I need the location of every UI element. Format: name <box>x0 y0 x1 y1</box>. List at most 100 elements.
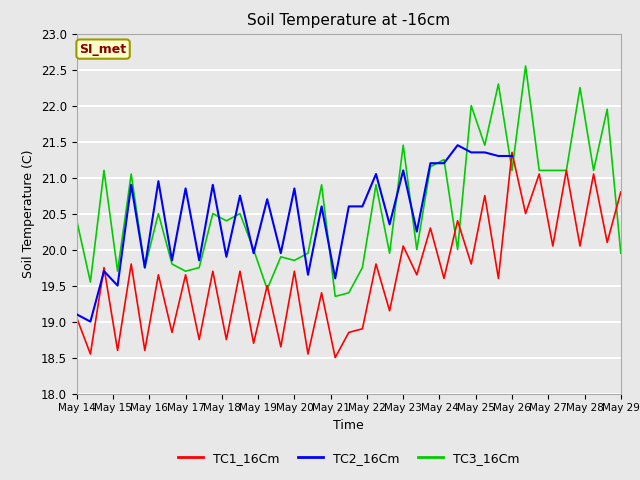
TC2_16Cm <box>413 228 420 234</box>
TC2_16Cm <box>195 257 203 263</box>
TC2_16Cm <box>386 221 394 227</box>
TC1_16Cm <box>563 168 570 173</box>
TC1_16Cm <box>141 348 148 353</box>
TC1_16Cm <box>535 171 543 177</box>
TC2_16Cm <box>127 182 135 188</box>
TC3_16Cm <box>304 251 312 256</box>
TC3_16Cm <box>223 218 230 224</box>
Title: Soil Temperature at -16cm: Soil Temperature at -16cm <box>247 13 451 28</box>
TC1_16Cm <box>589 171 597 177</box>
TC2_16Cm <box>495 153 502 159</box>
TC1_16Cm <box>604 240 611 245</box>
TC1_16Cm <box>481 192 489 198</box>
TC3_16Cm <box>332 293 339 299</box>
Text: SI_met: SI_met <box>79 43 127 56</box>
Y-axis label: Soil Temperature (C): Soil Temperature (C) <box>22 149 35 278</box>
TC2_16Cm <box>332 276 339 281</box>
TC3_16Cm <box>127 171 135 177</box>
TC1_16Cm <box>73 315 81 321</box>
TC1_16Cm <box>168 329 176 335</box>
TC2_16Cm <box>73 312 81 317</box>
TC1_16Cm <box>426 225 434 231</box>
TC1_16Cm <box>440 276 448 281</box>
TC3_16Cm <box>535 168 543 173</box>
TC2_16Cm <box>467 149 475 155</box>
TC3_16Cm <box>386 251 394 256</box>
TC1_16Cm <box>114 348 122 353</box>
TC1_16Cm <box>304 351 312 357</box>
TC1_16Cm <box>617 189 625 195</box>
TC3_16Cm <box>86 279 94 285</box>
TC2_16Cm <box>372 171 380 177</box>
TC3_16Cm <box>495 81 502 87</box>
Line: TC1_16Cm: TC1_16Cm <box>77 152 621 358</box>
TC3_16Cm <box>467 103 475 108</box>
TC3_16Cm <box>168 261 176 267</box>
TC3_16Cm <box>358 264 366 270</box>
TC1_16Cm <box>372 261 380 267</box>
TC1_16Cm <box>236 268 244 274</box>
TC2_16Cm <box>114 283 122 288</box>
TC2_16Cm <box>345 204 353 209</box>
TC3_16Cm <box>440 156 448 162</box>
TC1_16Cm <box>127 261 135 267</box>
TC2_16Cm <box>209 182 216 188</box>
TC1_16Cm <box>195 336 203 342</box>
TC3_16Cm <box>141 264 148 270</box>
TC2_16Cm <box>440 160 448 166</box>
TC1_16Cm <box>291 268 298 274</box>
TC3_16Cm <box>426 164 434 169</box>
TC1_16Cm <box>345 329 353 335</box>
TC2_16Cm <box>399 168 407 173</box>
Line: TC2_16Cm: TC2_16Cm <box>77 145 512 322</box>
TC3_16Cm <box>549 168 557 173</box>
TC2_16Cm <box>141 264 148 270</box>
TC1_16Cm <box>467 261 475 267</box>
TC2_16Cm <box>277 251 285 256</box>
TC3_16Cm <box>454 247 461 252</box>
TC3_16Cm <box>236 211 244 216</box>
TC3_16Cm <box>604 107 611 112</box>
TC2_16Cm <box>86 319 94 324</box>
TC1_16Cm <box>277 344 285 349</box>
TC1_16Cm <box>399 243 407 249</box>
TC1_16Cm <box>549 243 557 249</box>
TC3_16Cm <box>73 218 81 224</box>
TC2_16Cm <box>168 257 176 263</box>
TC3_16Cm <box>100 168 108 173</box>
TC3_16Cm <box>522 63 529 69</box>
TC2_16Cm <box>304 272 312 277</box>
TC3_16Cm <box>291 257 298 263</box>
TC3_16Cm <box>576 84 584 90</box>
TC1_16Cm <box>454 218 461 224</box>
TC3_16Cm <box>250 247 257 252</box>
TC2_16Cm <box>182 185 189 191</box>
TC2_16Cm <box>236 192 244 198</box>
TC1_16Cm <box>317 290 325 296</box>
TC3_16Cm <box>413 247 420 252</box>
X-axis label: Time: Time <box>333 419 364 432</box>
TC3_16Cm <box>345 290 353 296</box>
TC1_16Cm <box>100 264 108 270</box>
TC2_16Cm <box>223 254 230 260</box>
TC1_16Cm <box>358 326 366 332</box>
TC1_16Cm <box>508 149 516 155</box>
TC2_16Cm <box>100 268 108 274</box>
TC1_16Cm <box>250 340 257 346</box>
TC1_16Cm <box>576 243 584 249</box>
TC3_16Cm <box>481 143 489 148</box>
TC3_16Cm <box>154 211 162 216</box>
TC3_16Cm <box>209 211 216 216</box>
TC2_16Cm <box>264 196 271 202</box>
TC2_16Cm <box>291 185 298 191</box>
TC2_16Cm <box>454 143 461 148</box>
TC3_16Cm <box>399 143 407 148</box>
TC3_16Cm <box>372 182 380 188</box>
TC3_16Cm <box>617 251 625 256</box>
TC1_16Cm <box>264 283 271 288</box>
TC2_16Cm <box>426 160 434 166</box>
TC3_16Cm <box>589 168 597 173</box>
TC2_16Cm <box>317 204 325 209</box>
TC1_16Cm <box>522 211 529 216</box>
TC1_16Cm <box>209 268 216 274</box>
